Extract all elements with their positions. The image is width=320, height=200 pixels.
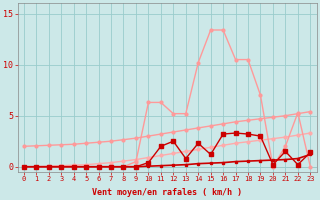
X-axis label: Vent moyen/en rafales ( km/h ): Vent moyen/en rafales ( km/h ) [92, 188, 242, 197]
